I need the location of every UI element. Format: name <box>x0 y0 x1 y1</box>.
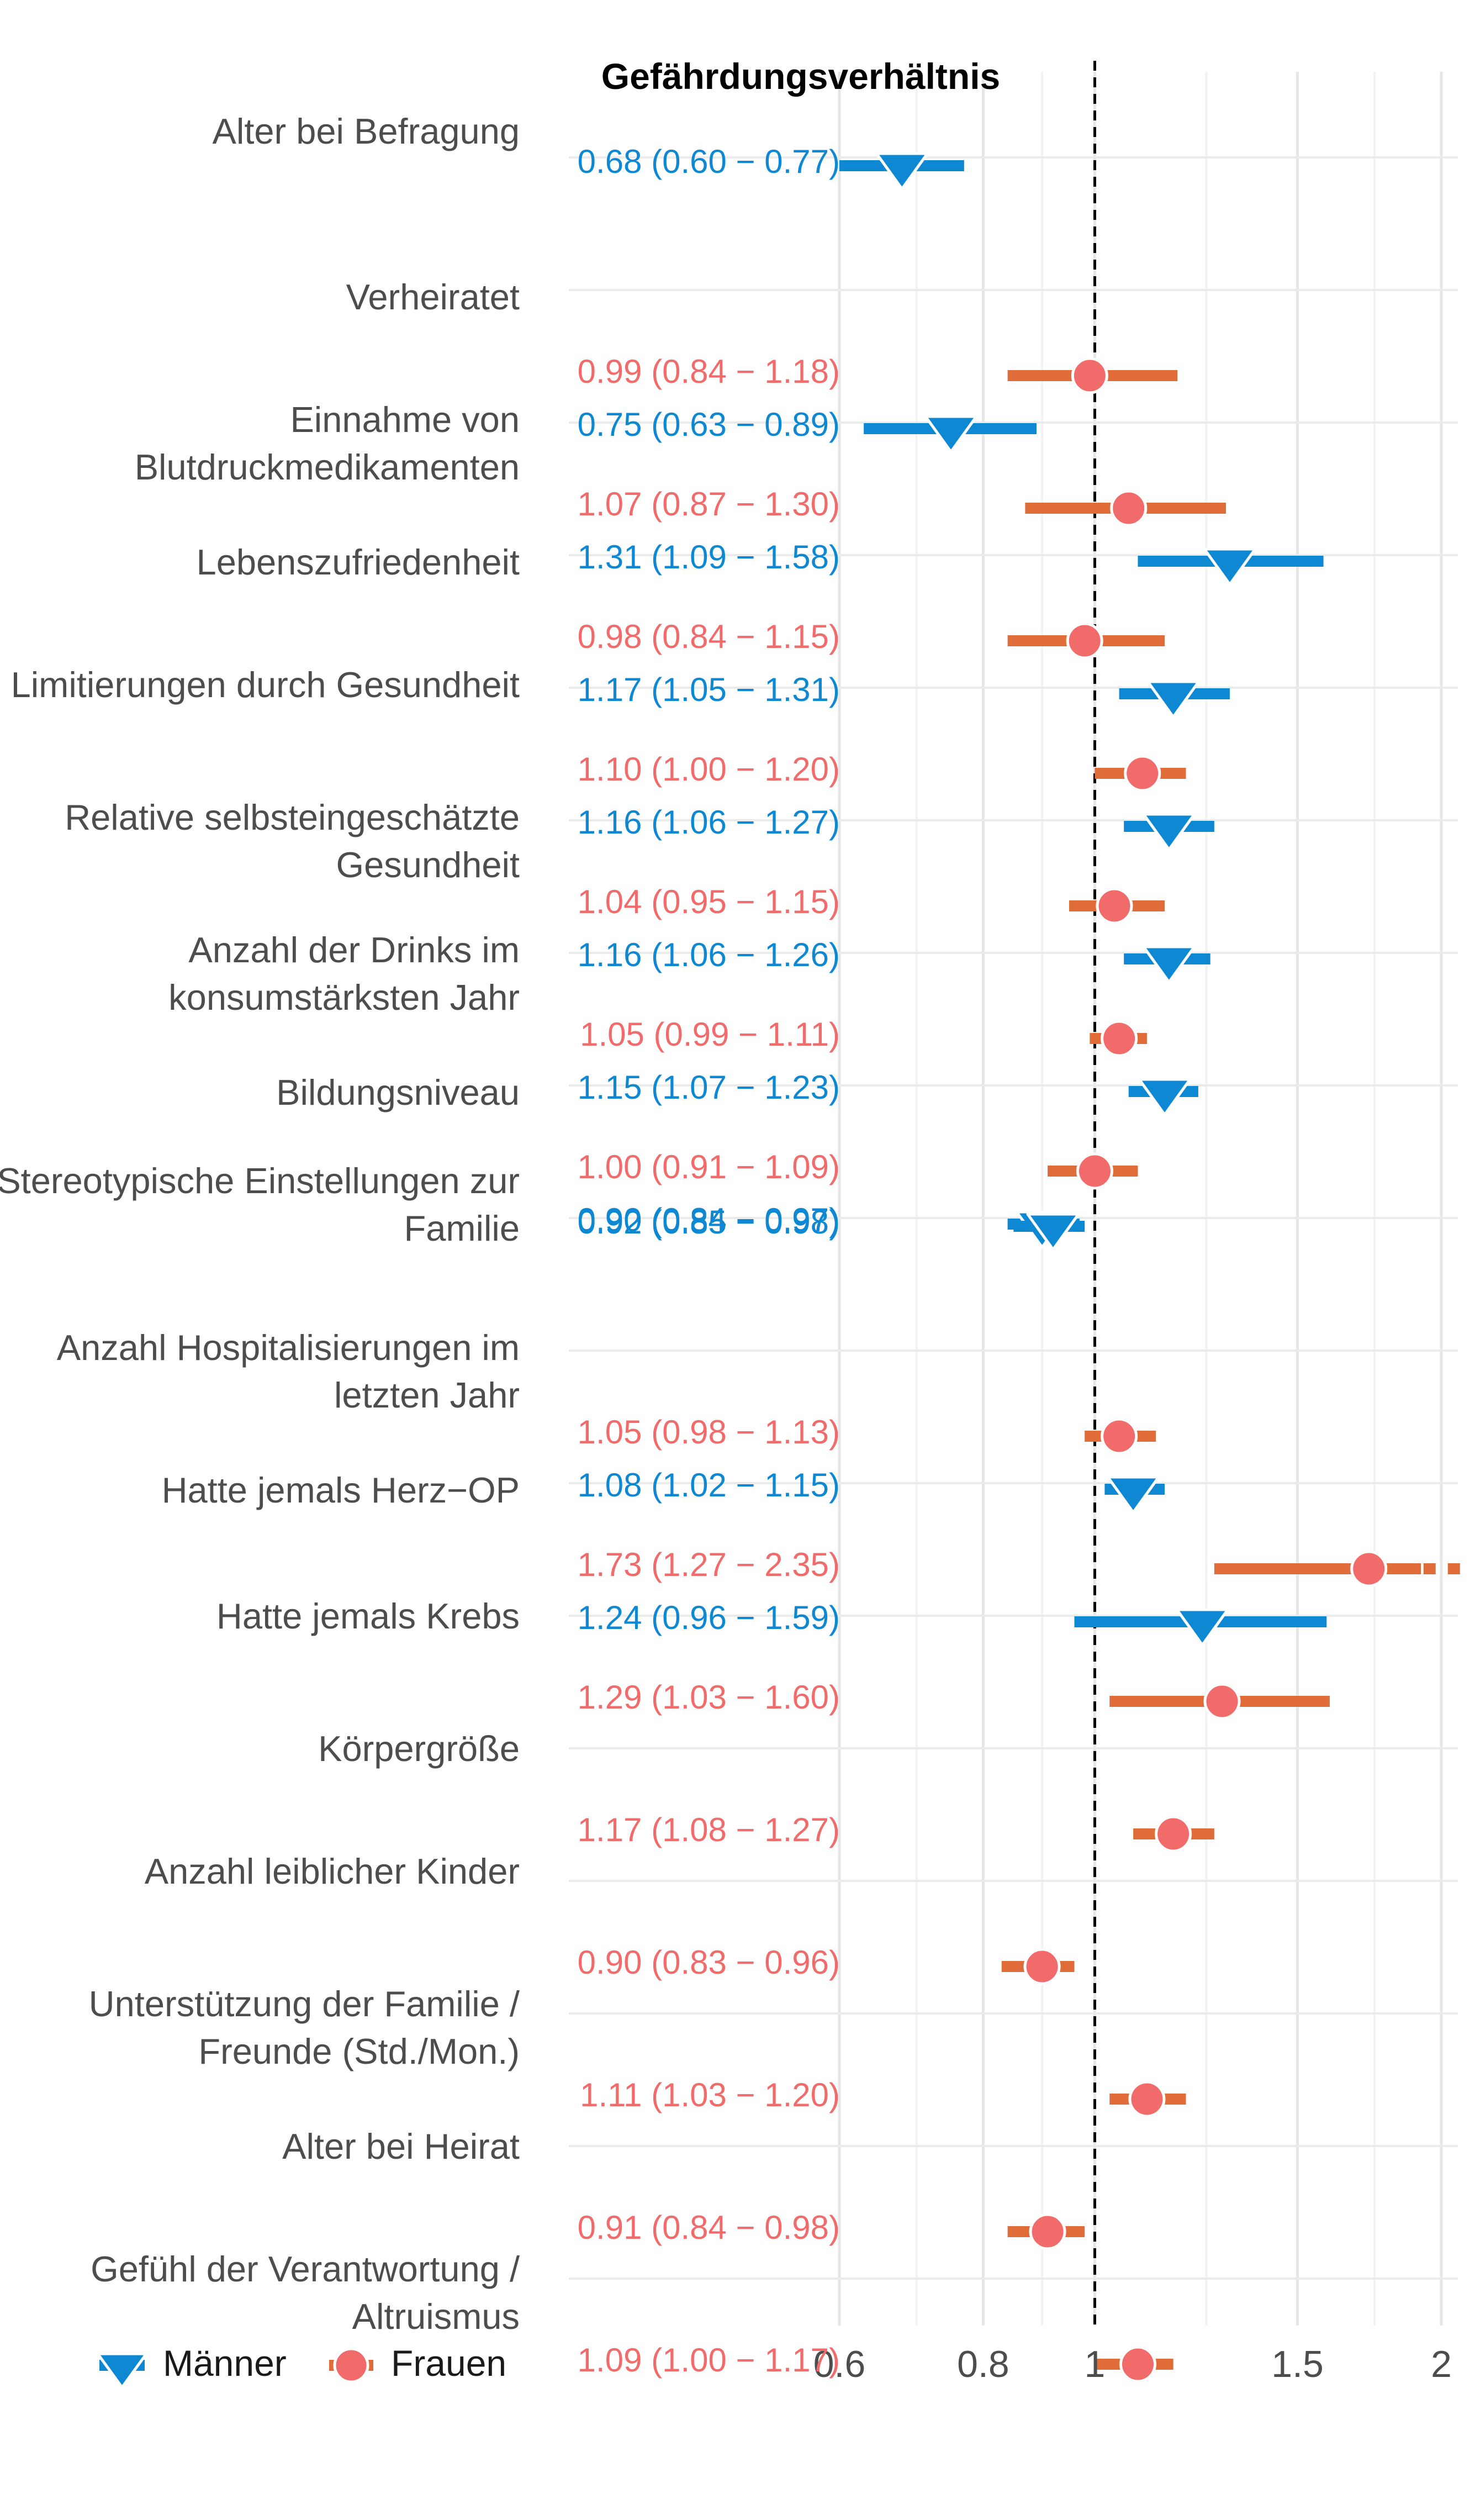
ci-label: 1.09 (1.00 − 1.17) <box>577 2342 840 2379</box>
women-point-marker <box>1124 755 1161 792</box>
ci-label: 1.31 (1.09 − 1.58) <box>577 539 840 576</box>
row-label: Alter bei Befragung <box>212 111 520 151</box>
row-label: Anzahl der Drinks im konsumstärksten Jah… <box>168 930 520 1018</box>
ci-label: 1.11 (1.03 − 1.20) <box>580 2076 840 2113</box>
row-label: Stereotypische Einstellungen zur Familie <box>0 1161 520 1248</box>
women-point-marker <box>1029 2213 1066 2250</box>
legend-men-marker <box>95 2352 149 2390</box>
women-point-marker <box>1101 1417 1138 1455</box>
women-point-marker <box>1066 622 1103 660</box>
men-point-marker <box>1146 680 1201 719</box>
ci-label: 1.00 (0.91 − 1.09) <box>577 1148 840 1185</box>
ci-label: 1.73 (1.27 − 2.35) <box>577 1546 840 1583</box>
row-label: Bildungsniveau <box>276 1072 520 1113</box>
women-point-marker <box>1076 1152 1113 1190</box>
row-label: Körpergröße <box>318 1728 520 1769</box>
men-point-marker <box>1106 1475 1160 1514</box>
ci-label: 1.16 (1.06 − 1.26) <box>577 936 840 973</box>
row-label: Hatte jemals Herz−OP <box>161 1470 520 1510</box>
legend-label-men: Männer <box>163 2343 287 2384</box>
men-point-marker <box>924 415 978 454</box>
ci-label: 0.98 (0.84 − 1.15) <box>577 618 840 655</box>
x-tick-label: 2 <box>1431 2343 1452 2385</box>
women-point-marker <box>1128 2080 1166 2118</box>
ci-label: 1.17 (1.08 − 1.27) <box>577 1811 840 1848</box>
row-label: Gefühl der Verantwortung / Altruismus <box>91 2249 520 2337</box>
men-point-marker <box>1026 1212 1080 1251</box>
ci-label: 1.08 (1.02 − 1.15) <box>577 1467 840 1504</box>
marks <box>839 152 1466 2383</box>
women-point-marker <box>1101 1020 1138 1057</box>
row-label: Einnahme von Blutdruckmedikamenten <box>134 399 520 487</box>
ci-label: 1.04 (0.95 − 1.15) <box>577 883 840 920</box>
ci-label: 0.68 (0.60 − 0.77) <box>577 143 840 180</box>
women-point-marker <box>1350 1550 1388 1588</box>
legend-women-marker <box>333 2347 369 2384</box>
ci-label: 1.15 (1.07 − 1.23) <box>577 1069 840 1106</box>
ci-label: 0.92 (0.85 − 0.98) <box>577 1204 840 1241</box>
x-tick-label: 0.6 <box>813 2343 866 2385</box>
x-tick-label: 0.8 <box>957 2343 1009 2385</box>
row-label: Anzahl Hospitalisierungen im letzten Jah… <box>56 1327 520 1415</box>
ci-label: 1.24 (0.96 − 1.59) <box>577 1599 840 1636</box>
ci-label: 1.07 (0.87 − 1.30) <box>577 486 840 523</box>
men-point-marker <box>1142 813 1196 851</box>
row-separators <box>569 156 1458 2280</box>
ci-label: 1.05 (0.99 − 1.11) <box>580 1016 840 1053</box>
women-point-marker <box>1155 1815 1192 1853</box>
row-label: Lebenszufriedenheit <box>196 542 520 582</box>
row-label: Anzahl leiblicher Kinder <box>144 1851 520 1891</box>
ci-label: 1.16 (1.06 − 1.27) <box>577 804 840 841</box>
men-point-marker <box>1138 1078 1192 1116</box>
ci-label: 0.99 (0.84 − 1.18) <box>577 353 840 390</box>
row-label: Verheiratet <box>346 277 520 317</box>
x-tick-label: 1.5 <box>1271 2343 1324 2385</box>
row-label: Limitierungen durch Gesundheit <box>10 665 520 705</box>
legend <box>95 2347 373 2390</box>
row-label: Unterstützung der Familie / Freunde (Std… <box>88 1984 520 2071</box>
row-label: Alter bei Heirat <box>282 2126 520 2166</box>
ci-label: 1.05 (0.98 − 1.13) <box>577 1414 840 1451</box>
men-point-marker <box>1175 1608 1229 1647</box>
legend-label-women: Frauen <box>391 2343 507 2384</box>
women-point-marker <box>1119 2345 1156 2383</box>
women-point-marker <box>1023 1948 1061 1985</box>
women-point-marker <box>1096 887 1133 925</box>
ci-label: 0.90 (0.83 − 0.96) <box>577 1944 840 1981</box>
row-label: Relative selbsteingeschätzte Gesundheit <box>65 797 520 885</box>
men-point-marker <box>1142 945 1196 984</box>
ci-label: 1.29 (1.03 − 1.60) <box>577 1679 840 1716</box>
ci-label: 1.10 (1.00 − 1.20) <box>577 751 840 788</box>
axis-title: Gefährdungsverhältnis <box>601 56 1001 97</box>
row-label: Hatte jemals Krebs <box>216 1596 520 1636</box>
women-point-marker <box>1203 1683 1241 1720</box>
men-point-marker <box>875 152 929 191</box>
ci-label: 0.75 (0.63 − 0.89) <box>577 406 840 443</box>
x-tick-label: 1 <box>1084 2343 1106 2385</box>
ci-label: 1.17 (1.05 − 1.31) <box>577 671 840 708</box>
women-point-marker <box>1071 357 1108 394</box>
ci-label: 0.91 (0.84 − 0.98) <box>577 2209 840 2246</box>
ci-label: 0.90 (0.84 − 0.97) <box>577 1201 840 1238</box>
women-point-marker <box>1110 489 1148 527</box>
men-point-marker <box>1203 547 1257 586</box>
